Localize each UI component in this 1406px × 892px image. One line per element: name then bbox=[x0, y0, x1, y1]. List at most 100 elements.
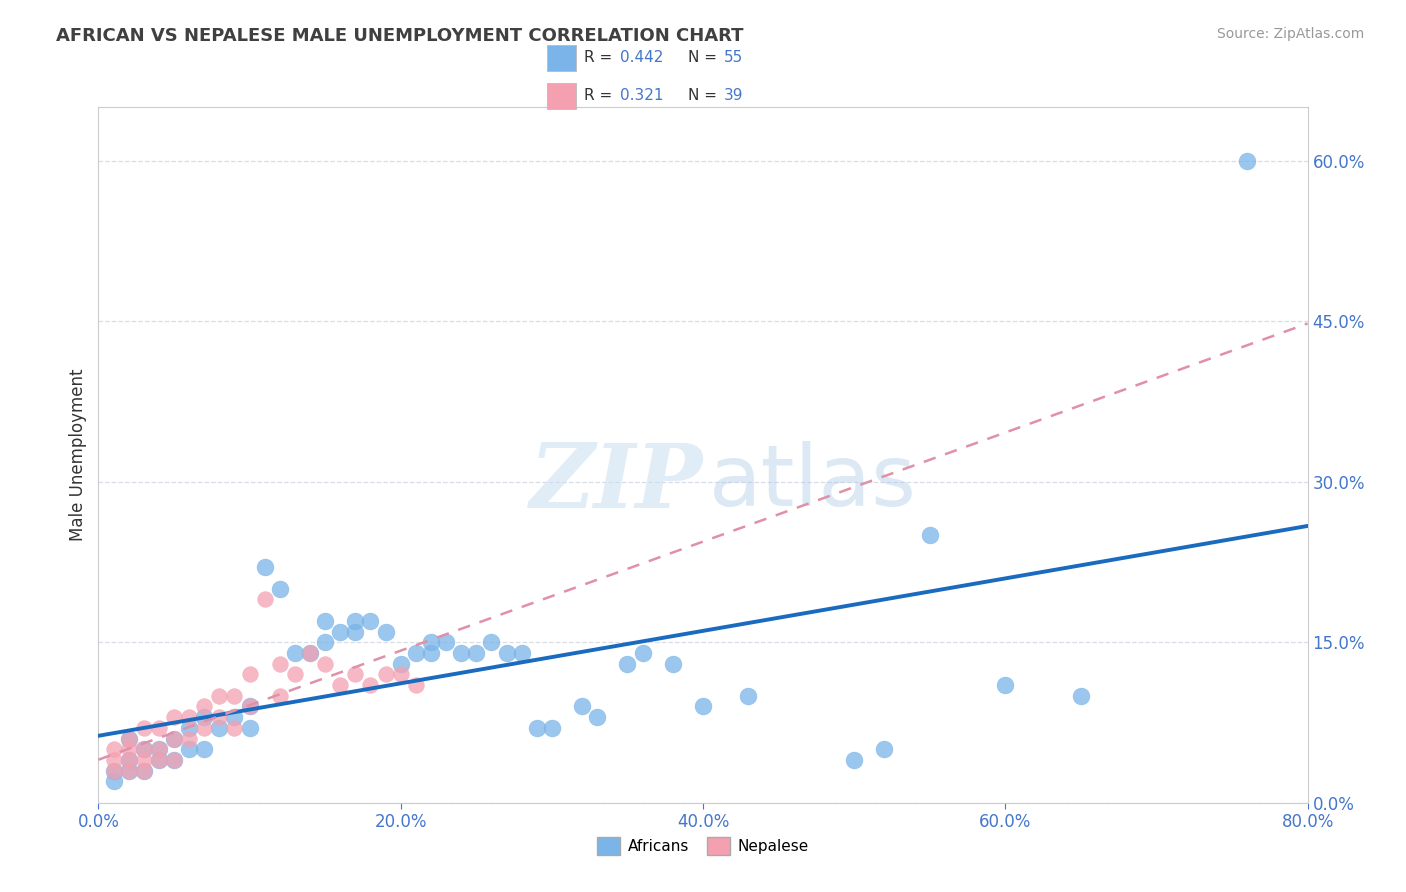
Point bbox=[132, 764, 155, 778]
Point bbox=[374, 624, 396, 639]
Point bbox=[1236, 153, 1258, 168]
Point bbox=[177, 731, 201, 746]
Y-axis label: Male Unemployment: Male Unemployment bbox=[69, 368, 87, 541]
Point bbox=[994, 678, 1017, 692]
Point bbox=[284, 646, 307, 660]
Point bbox=[510, 646, 533, 660]
Point bbox=[148, 753, 170, 767]
Point bbox=[269, 657, 291, 671]
Point bbox=[253, 560, 276, 574]
Text: 55: 55 bbox=[724, 51, 744, 65]
Point bbox=[163, 753, 186, 767]
Point bbox=[239, 667, 262, 681]
Point bbox=[132, 742, 155, 756]
Point bbox=[103, 764, 125, 778]
Text: ZIP: ZIP bbox=[530, 440, 703, 526]
Text: 0.442: 0.442 bbox=[620, 51, 664, 65]
Point bbox=[163, 710, 186, 724]
Point bbox=[148, 753, 170, 767]
Point bbox=[224, 710, 246, 724]
Point bbox=[103, 764, 125, 778]
Point bbox=[465, 646, 488, 660]
Point bbox=[239, 721, 262, 735]
Point bbox=[374, 667, 396, 681]
Point bbox=[269, 582, 291, 596]
Text: 0.321: 0.321 bbox=[620, 88, 664, 103]
Point bbox=[253, 592, 276, 607]
Point bbox=[118, 731, 141, 746]
Point bbox=[148, 721, 170, 735]
Point bbox=[918, 528, 941, 542]
Point bbox=[344, 614, 367, 628]
Point bbox=[132, 721, 155, 735]
Point bbox=[1070, 689, 1092, 703]
Point bbox=[314, 614, 336, 628]
Point bbox=[224, 689, 246, 703]
Point bbox=[118, 753, 141, 767]
Point bbox=[299, 646, 322, 660]
Point bbox=[208, 721, 231, 735]
Point bbox=[118, 764, 141, 778]
Point bbox=[118, 742, 141, 756]
Point bbox=[163, 731, 186, 746]
Point bbox=[329, 678, 352, 692]
Point bbox=[586, 710, 609, 724]
Point bbox=[103, 742, 125, 756]
Point bbox=[177, 742, 201, 756]
Point bbox=[405, 678, 427, 692]
Point bbox=[163, 731, 186, 746]
Point bbox=[344, 667, 367, 681]
Point bbox=[844, 753, 866, 767]
Point bbox=[631, 646, 654, 660]
Point bbox=[208, 689, 231, 703]
Point bbox=[389, 667, 412, 681]
Point bbox=[616, 657, 638, 671]
Point bbox=[360, 614, 382, 628]
Point bbox=[389, 657, 412, 671]
Point bbox=[224, 721, 246, 735]
Text: N =: N = bbox=[689, 51, 723, 65]
Point bbox=[329, 624, 352, 639]
Point bbox=[571, 699, 593, 714]
Point bbox=[239, 699, 262, 714]
Point bbox=[434, 635, 457, 649]
Point bbox=[284, 667, 307, 681]
Text: Source: ZipAtlas.com: Source: ZipAtlas.com bbox=[1216, 27, 1364, 41]
Point bbox=[118, 764, 141, 778]
Point bbox=[360, 678, 382, 692]
Point bbox=[526, 721, 548, 735]
Point bbox=[661, 657, 683, 671]
Point bbox=[118, 753, 141, 767]
Point bbox=[163, 753, 186, 767]
Point bbox=[118, 731, 141, 746]
Point bbox=[177, 721, 201, 735]
Point bbox=[405, 646, 427, 660]
Text: R =: R = bbox=[583, 88, 617, 103]
Point bbox=[193, 742, 215, 756]
Text: R =: R = bbox=[583, 51, 617, 65]
Point bbox=[419, 646, 441, 660]
Point bbox=[103, 774, 125, 789]
Text: AFRICAN VS NEPALESE MALE UNEMPLOYMENT CORRELATION CHART: AFRICAN VS NEPALESE MALE UNEMPLOYMENT CO… bbox=[56, 27, 744, 45]
Point bbox=[132, 764, 155, 778]
Point bbox=[481, 635, 503, 649]
Point bbox=[239, 699, 262, 714]
Point bbox=[344, 624, 367, 639]
Point bbox=[193, 710, 215, 724]
Point bbox=[540, 721, 562, 735]
Point bbox=[132, 753, 155, 767]
Point bbox=[692, 699, 714, 714]
Point bbox=[208, 710, 231, 724]
Point bbox=[177, 710, 201, 724]
Text: atlas: atlas bbox=[709, 442, 917, 524]
Bar bbox=[547, 45, 576, 71]
Point bbox=[737, 689, 759, 703]
Text: N =: N = bbox=[689, 88, 723, 103]
Point bbox=[314, 657, 336, 671]
Point bbox=[419, 635, 441, 649]
Point bbox=[193, 721, 215, 735]
Point bbox=[299, 646, 322, 660]
Text: 39: 39 bbox=[724, 88, 744, 103]
Point bbox=[314, 635, 336, 649]
Point bbox=[148, 742, 170, 756]
